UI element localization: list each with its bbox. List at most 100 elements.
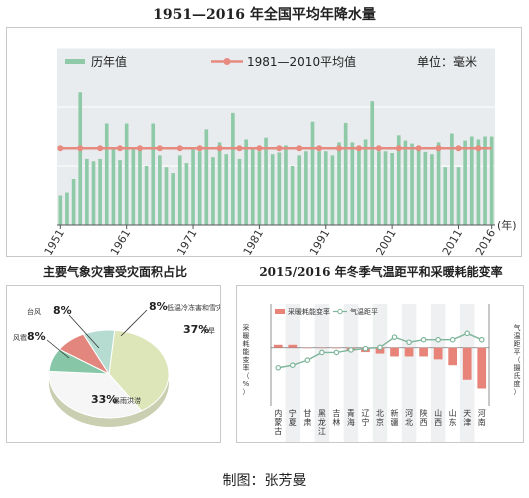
bar bbox=[131, 149, 136, 225]
pie-name-label: 暴雨洪涝 bbox=[113, 396, 141, 405]
average-marker bbox=[455, 145, 462, 152]
pie-name-label: 风雹 bbox=[13, 334, 27, 342]
average-marker bbox=[296, 145, 303, 152]
heating-bar bbox=[448, 347, 458, 366]
temp-point bbox=[449, 336, 456, 343]
column-band bbox=[285, 304, 301, 442]
column-band bbox=[401, 304, 417, 442]
category-label-char: 青 bbox=[347, 408, 355, 418]
average-marker bbox=[236, 145, 243, 152]
average-marker bbox=[435, 145, 442, 152]
bar bbox=[297, 155, 302, 225]
bar bbox=[124, 123, 129, 225]
temp-point bbox=[464, 330, 471, 337]
bar bbox=[330, 155, 335, 225]
category-label-char: 西 bbox=[434, 418, 442, 427]
right-axis-title-char: 度 bbox=[514, 379, 521, 388]
bar bbox=[383, 151, 388, 225]
category-label-char: 陕 bbox=[420, 408, 428, 418]
bar bbox=[231, 112, 235, 225]
category-label-char: 林 bbox=[332, 417, 340, 427]
right-axis-title-char: （ bbox=[514, 356, 521, 364]
category-label-char: 南 bbox=[478, 417, 486, 427]
average-marker bbox=[475, 145, 482, 152]
pie-name-label: 干旱 bbox=[201, 327, 215, 335]
bar bbox=[171, 173, 175, 225]
bar bbox=[370, 101, 375, 225]
left-axis-title-char: 能 bbox=[243, 347, 250, 356]
bar bbox=[264, 137, 268, 225]
heating-bar bbox=[273, 344, 283, 348]
x-tick-label: 1991 bbox=[307, 227, 332, 256]
pie-name-label: 低温冷冻害和雪灾 bbox=[167, 303, 220, 312]
bar bbox=[58, 195, 63, 225]
category-label-char: 夏 bbox=[289, 418, 297, 427]
column-band bbox=[430, 304, 446, 442]
heating-bar bbox=[288, 344, 298, 348]
average-marker bbox=[316, 145, 323, 152]
temp-point bbox=[406, 339, 412, 346]
bar bbox=[430, 154, 434, 225]
category-label-char: 疆 bbox=[391, 418, 399, 427]
bar bbox=[111, 148, 116, 225]
bar bbox=[377, 151, 381, 225]
right-axis-title-char: ） bbox=[514, 388, 521, 396]
category-label-char: 江 bbox=[318, 427, 326, 436]
right-axis-title-char: 氏 bbox=[514, 371, 521, 380]
legend-label-line: 1981—2010平均值 bbox=[247, 54, 356, 69]
bar bbox=[390, 153, 394, 225]
bar bbox=[250, 149, 255, 225]
category-label-char: 肃 bbox=[303, 417, 311, 427]
temp-point bbox=[289, 362, 296, 369]
bar bbox=[144, 166, 149, 225]
pie-slice bbox=[48, 370, 143, 419]
bar bbox=[257, 151, 262, 225]
leader-line bbox=[46, 339, 70, 359]
category-label-char: 北 bbox=[405, 418, 413, 427]
bar bbox=[290, 166, 295, 225]
left-axis-title-char: % bbox=[243, 380, 250, 388]
category-label-char: 新 bbox=[391, 408, 399, 418]
category-label-char: 山 bbox=[449, 408, 457, 418]
pie-pct-label: 37% bbox=[183, 323, 209, 336]
x-tick-label: 1961 bbox=[108, 227, 133, 256]
bar bbox=[277, 152, 282, 225]
bar bbox=[476, 139, 481, 225]
heating-bar bbox=[302, 347, 312, 349]
temp-point bbox=[478, 336, 485, 343]
pie-pct-label: 33% bbox=[91, 393, 117, 406]
bar bbox=[343, 122, 348, 225]
legend-marker-line bbox=[223, 58, 231, 65]
pie-pct-label: 8% bbox=[53, 304, 72, 317]
bar bbox=[396, 135, 401, 225]
category-label-char: 宁 bbox=[361, 417, 369, 427]
category-label-char: 甘 bbox=[303, 408, 311, 418]
heating-bar bbox=[433, 347, 443, 360]
pie-slice bbox=[82, 329, 116, 376]
chart-title: 1951—2016 年全国平均年降水量 bbox=[153, 7, 376, 23]
left-axis-title-char: 暖 bbox=[243, 332, 250, 340]
precipitation-panel: 1951 1961 1971 1981 1991 2001 2011 2016 (年) 历年值 19… bbox=[6, 27, 522, 258]
temp-point bbox=[391, 334, 398, 340]
temp-point bbox=[435, 336, 441, 343]
bar bbox=[423, 151, 428, 225]
bar bbox=[71, 178, 76, 225]
heating-bar bbox=[477, 347, 487, 389]
left-axis-title-char: 变 bbox=[243, 355, 250, 364]
heating-bar bbox=[462, 347, 472, 380]
x-tick-label: 2001 bbox=[373, 227, 398, 256]
bar bbox=[270, 154, 275, 225]
bar bbox=[416, 149, 421, 225]
x-tick-label: 2016 bbox=[473, 227, 498, 256]
unit-label: 单位：毫米 bbox=[417, 54, 477, 69]
bar bbox=[323, 151, 328, 225]
left-axis-title-char: （ bbox=[243, 372, 250, 380]
bar bbox=[337, 142, 341, 225]
bar bbox=[164, 167, 169, 225]
bar bbox=[204, 129, 209, 225]
left-axis-title-char: 耗 bbox=[243, 340, 250, 348]
category-label-char: 津 bbox=[463, 417, 471, 427]
bar bbox=[217, 142, 222, 225]
category-label-char: 吉 bbox=[332, 409, 340, 418]
heating-bar bbox=[390, 347, 399, 357]
